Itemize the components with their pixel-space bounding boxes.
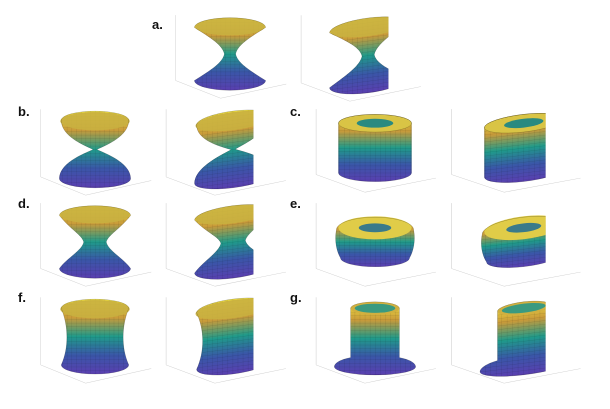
- surface: [59, 205, 131, 279]
- panel-label-b: b.: [18, 104, 30, 119]
- panel-label-d: d.: [18, 196, 30, 211]
- surface-plot-c-full: [310, 102, 440, 194]
- surface: [484, 113, 564, 183]
- axis-box: [175, 15, 287, 99]
- panel-label-a: a.: [152, 17, 163, 32]
- surface: [479, 300, 568, 377]
- axis-box: [315, 203, 436, 287]
- axis-box: [315, 109, 436, 193]
- surface-plot-d-cut: [160, 196, 290, 288]
- surface-plot-b-cut: [160, 102, 290, 197]
- surface-plot-f-full: [35, 290, 155, 385]
- axis-box: [165, 297, 286, 384]
- axis-box: [300, 15, 421, 102]
- surface: [60, 298, 130, 375]
- surface-plot-f-cut: [160, 290, 290, 385]
- axis-box: [40, 109, 152, 196]
- surface: [194, 109, 272, 190]
- axis-box: [315, 297, 436, 384]
- surface: [334, 301, 416, 376]
- surface-plot-e-cut: [445, 196, 585, 288]
- surface: [194, 204, 272, 280]
- panel-label-e: e.: [290, 196, 301, 211]
- surface: [481, 215, 567, 268]
- surface: [195, 297, 271, 376]
- surface-plot-b-full: [35, 102, 155, 197]
- surface-plot-g-full: [310, 290, 440, 385]
- surface: [329, 16, 407, 95]
- axis-box: [451, 297, 581, 384]
- axis-box: [165, 203, 286, 287]
- axis-box: [165, 109, 286, 196]
- surface-plot-a-cut: [295, 8, 425, 103]
- surface: [194, 17, 266, 91]
- panel-label-c: c.: [290, 104, 301, 119]
- surface: [335, 216, 415, 267]
- surface-plot-g-cut: [445, 290, 585, 385]
- surface-plot-c-cut: [445, 102, 585, 194]
- axis-box: [40, 297, 152, 384]
- panel-label-g: g.: [290, 290, 302, 305]
- axis-box: [40, 203, 152, 287]
- axis-box: [451, 203, 581, 287]
- surface: [59, 110, 131, 189]
- surface: [338, 114, 412, 182]
- surface-plot-d-full: [35, 196, 155, 288]
- surface-plot-a-full: [170, 8, 290, 100]
- panel-label-f: f.: [18, 290, 26, 305]
- surface-plot-e-full: [310, 196, 440, 288]
- axis-box: [451, 109, 581, 193]
